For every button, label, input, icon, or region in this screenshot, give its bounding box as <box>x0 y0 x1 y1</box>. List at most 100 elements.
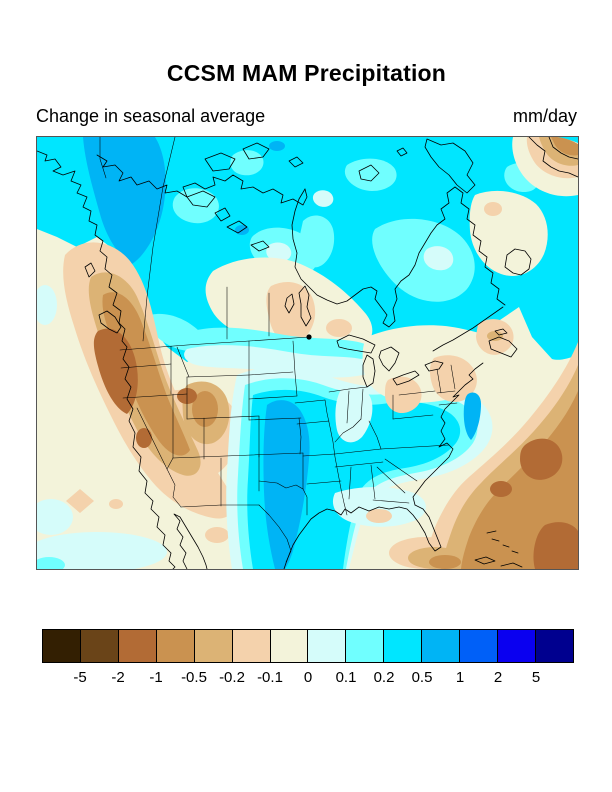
map-region-atlantic-dry-core <box>533 522 578 569</box>
great-bear-lake <box>214 207 231 222</box>
map-region-pacific-dry-spot <box>109 499 123 509</box>
map-region-virginia-coast-wet <box>463 392 481 440</box>
map-region-pale-spot <box>37 532 167 569</box>
map-region-texas-wet-core <box>263 400 310 569</box>
page-title: CCSM MAM Precipitation <box>166 60 447 86</box>
colorbar-ticks: -5 -2 -1 -0.5 -0.2 -0.1 0 0.1 0.2 0.5 1 2 5 <box>42 669 574 687</box>
map-region-dry-spot <box>326 319 352 337</box>
great-slave-lake <box>226 220 248 234</box>
state-boundaries <box>99 137 458 563</box>
nova-scotia <box>488 336 518 358</box>
colorbar-tick-label: 0.2 <box>373 669 395 686</box>
map-region-atlantic-dry-core <box>520 438 563 480</box>
newfoundland-island <box>504 248 532 276</box>
greenland-coastline <box>528 137 578 178</box>
colorbar-tick-label: 1 <box>455 669 465 686</box>
map-region-dry-core-spot <box>136 428 152 448</box>
bahamas-islet <box>491 538 500 542</box>
island-coastline <box>500 562 523 568</box>
map-canvas <box>37 137 578 569</box>
lake-athabasca <box>250 240 270 252</box>
contour-fill-regions <box>37 137 578 569</box>
lake-erie <box>392 370 420 386</box>
colorbar-cell <box>43 630 81 662</box>
arctic-islet <box>288 156 304 168</box>
units-label: mm/day <box>512 106 577 126</box>
map-region-pacific-pale <box>37 285 57 325</box>
colorbar-tick-label: 2 <box>493 669 503 686</box>
map-subtitle: Change in seasonal average <box>36 106 266 126</box>
atlantic-coastline <box>412 362 484 506</box>
colorbar-cell <box>308 630 347 662</box>
colorbar-cell <box>384 630 423 662</box>
colorbar-tick-label: -0.5 <box>181 669 207 686</box>
map-region-dry-spot <box>484 202 502 216</box>
colorbar-tick-label: 5 <box>531 669 541 686</box>
vancouver-island <box>98 310 122 334</box>
baffin-island <box>424 138 476 194</box>
arctic-coastline <box>96 154 308 206</box>
map-region-pacific-dry-diamond <box>66 489 94 513</box>
colorbar-tick-label: 0.5 <box>411 669 433 686</box>
bahamas-islet <box>511 550 519 554</box>
greenland-coastline <box>548 137 578 160</box>
bahamas-islet <box>486 530 497 534</box>
map-region-greenland-core <box>551 137 578 156</box>
subtitle-row: Change in seasonal average mm/day <box>36 103 577 127</box>
colorbar-cell <box>80 630 119 662</box>
southampton-island <box>358 164 380 182</box>
labrador-coastline <box>454 186 506 306</box>
map-region-pale-spot <box>266 242 292 262</box>
colorbar-tick-label: -1 <box>149 669 163 686</box>
colorbar-cell <box>422 630 461 662</box>
arctic-island <box>242 142 270 160</box>
lake-ontario <box>424 360 444 372</box>
colorbar-tick-label: 0 <box>303 669 313 686</box>
prince-edward-island <box>494 328 508 336</box>
colorbar-cell <box>346 630 385 662</box>
map-region-mexico-dry-spot <box>205 527 229 543</box>
map-region-manitoba-dry <box>266 281 316 344</box>
lake-huron <box>378 346 400 372</box>
precipitation-map <box>36 136 579 570</box>
colorbar-cell <box>118 630 157 662</box>
map-region-border-transition <box>180 327 372 362</box>
map-region-illinois-pale <box>335 386 373 443</box>
colorbar-tick-label: 0.1 <box>335 669 357 686</box>
lake-winnipegosis <box>284 293 295 314</box>
map-region-light-patch <box>344 158 397 191</box>
colorbar-tick-label: -0.2 <box>219 669 245 686</box>
colorbar-cell <box>156 630 195 662</box>
arctic-island <box>204 152 236 172</box>
arctic-islet <box>396 147 408 157</box>
map-region-pale-spot <box>312 190 334 207</box>
colorbar-cell <box>460 630 499 662</box>
gulf-coastline <box>283 506 370 569</box>
cuba-coastline <box>474 556 496 565</box>
baja-gulf-coastline <box>173 513 208 569</box>
map-region-atlantic-dry-core <box>490 481 512 497</box>
map-region-hudson-light <box>298 215 335 268</box>
lake-michigan <box>362 354 376 388</box>
colorbar-cell <box>535 630 573 662</box>
map-region-pale-spot <box>423 246 454 271</box>
map-region-quebec-light <box>372 218 475 302</box>
map-region-light-patch <box>230 150 264 176</box>
map-region-border-transition <box>184 345 375 378</box>
bahamas-islet <box>502 544 510 548</box>
colorbar-tick-label: -5 <box>73 669 87 686</box>
colorbar-tick-label: -2 <box>111 669 125 686</box>
coastlines <box>37 137 578 569</box>
map-region-light-spot <box>37 557 65 569</box>
colorbar-tick-label: -0.1 <box>257 669 283 686</box>
colorbar-cell <box>194 630 233 662</box>
map-region-strong-spot <box>269 141 285 151</box>
map-region-mobile-dry-spot <box>366 509 392 523</box>
map-region-erie-dry <box>385 376 422 414</box>
st-lawrence-river <box>432 306 504 352</box>
arctic-island <box>186 190 216 208</box>
hudson-bay-coastline <box>291 186 456 328</box>
florida-coastline <box>368 504 442 552</box>
lake-superior <box>336 334 376 354</box>
lake-winnipeg <box>298 285 312 327</box>
